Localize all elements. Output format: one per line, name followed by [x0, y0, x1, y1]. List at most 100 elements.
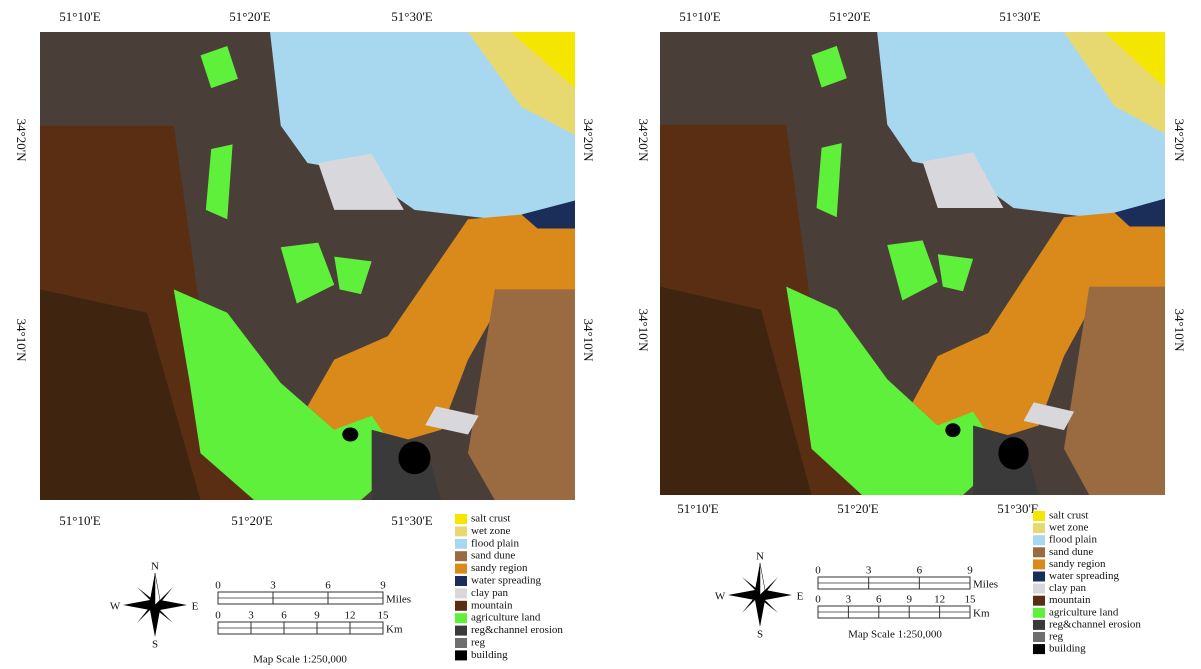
- legend-label: flood plain: [471, 537, 519, 549]
- legend-label: reg&channel erosion: [1049, 618, 1141, 630]
- legend-swatch: [1033, 607, 1045, 618]
- scale-tick-label: 6: [281, 610, 287, 622]
- legend-label: wet zone: [1049, 522, 1089, 534]
- legend-label: salt crust: [471, 513, 510, 525]
- scale-tick-label: 15: [965, 594, 977, 606]
- legend-swatch: [1033, 559, 1045, 570]
- legend-label: sand dune: [1049, 546, 1093, 558]
- scale-tick-label: 0: [215, 580, 221, 592]
- compass: N S W E: [110, 561, 199, 651]
- scale-tick-label: 6: [325, 580, 331, 592]
- legend-swatch: [455, 613, 467, 624]
- scale-tick-label: 9: [314, 610, 320, 622]
- legend-label: reg: [471, 637, 486, 649]
- scale-tick-label: 9: [967, 565, 973, 577]
- legend-label: flood plain: [1049, 534, 1097, 546]
- legend-swatch: [455, 551, 467, 562]
- legend-label: clay pan: [471, 587, 508, 599]
- latitude-label: 34°20'N: [14, 119, 29, 163]
- legend-label: agriculture land: [471, 612, 541, 624]
- legend-swatch: [455, 538, 467, 549]
- longitude-label: 51°10'E: [679, 9, 721, 24]
- compass-star: [154, 572, 161, 606]
- legend-label: mountain: [471, 599, 513, 611]
- compass-star: [759, 562, 766, 596]
- longitude-label: 51°20'E: [231, 513, 273, 528]
- legend-label: sand dune: [471, 550, 515, 562]
- legend-label: sandy region: [471, 562, 528, 574]
- longitude-label: 51°20'E: [837, 501, 879, 516]
- scale-tick-label: 0: [215, 610, 221, 622]
- scale-unit: Km: [386, 624, 403, 636]
- scale-unit: Km: [973, 608, 990, 620]
- compass-s: S: [152, 639, 158, 651]
- scale-tick-label: 9: [906, 594, 912, 606]
- scale-unit: Miles: [386, 594, 411, 606]
- compass-e: E: [192, 601, 199, 613]
- legend-swatch: [1033, 595, 1045, 606]
- scale-tick-label: 3: [270, 580, 276, 592]
- legend-label: sandy region: [1049, 558, 1106, 570]
- scale-tick-label: 15: [378, 610, 390, 622]
- latitude-label: 34°20'N: [1172, 119, 1187, 163]
- legend-swatch: [1033, 547, 1045, 558]
- compass-w: W: [110, 601, 121, 613]
- compass-e: E: [797, 591, 804, 603]
- legend-swatch: [455, 625, 467, 636]
- legend-swatch: [455, 526, 467, 537]
- map-image: [40, 32, 575, 500]
- latitude-label: 34°20'N: [636, 119, 651, 163]
- legend-label: agriculture land: [1049, 606, 1119, 618]
- legend-label: reg: [1049, 631, 1064, 643]
- scale-caption: Map Scale 1:250,000: [253, 654, 347, 666]
- legend-swatch: [1033, 644, 1045, 655]
- scale-tick-label: 3: [866, 565, 872, 577]
- longitude-label: 51°30'E: [391, 513, 433, 528]
- scale-tick-label: 6: [876, 594, 882, 606]
- compass-s: S: [757, 629, 763, 641]
- scale-tick-label: 3: [248, 610, 254, 622]
- legend-label: mountain: [1049, 594, 1091, 606]
- scale-tick-label: 12: [345, 610, 356, 622]
- legend-label: salt crust: [1049, 510, 1088, 522]
- legend-swatch: [455, 563, 467, 574]
- legend-swatch: [1033, 511, 1045, 521]
- longitude-label: 51°30'E: [997, 501, 1039, 516]
- compass-n: N: [151, 561, 159, 573]
- map-image: [660, 32, 1165, 495]
- longitude-label: 51°10'E: [59, 513, 101, 528]
- longitude-label: 51°30'E: [999, 9, 1041, 24]
- compass: N S W E: [715, 551, 804, 641]
- legend-label: building: [1049, 643, 1086, 655]
- legend-swatch: [1033, 583, 1045, 594]
- legend-swatch: [455, 576, 467, 586]
- legend-swatch: [455, 638, 467, 648]
- latitude-label: 34°10'N: [1172, 309, 1187, 353]
- longitude-label: 51°20'E: [829, 9, 871, 24]
- scale-tick-label: 0: [815, 565, 821, 577]
- legend-label: reg&channel erosion: [471, 624, 563, 636]
- longitude-label: 51°10'E: [677, 501, 719, 516]
- legend-swatch: [1033, 523, 1045, 534]
- legend-label: wet zone: [471, 525, 511, 537]
- latitude-label: 34°10'N: [14, 319, 29, 363]
- latitude-label: 34°20'N: [581, 119, 596, 163]
- legend-swatch: [455, 600, 467, 611]
- longitude-label: 51°10'E: [59, 9, 101, 24]
- scale-tick-label: 9: [380, 580, 386, 592]
- legend-label: water spreading: [471, 575, 541, 587]
- legend-swatch: [1033, 535, 1045, 546]
- legend-label: clay pan: [1049, 582, 1086, 594]
- scale-tick-label: 0: [815, 594, 821, 606]
- legend-swatch: [455, 514, 467, 524]
- scale-tick-label: 12: [934, 594, 945, 606]
- legend-swatch: [1033, 632, 1045, 642]
- scale-caption: Map Scale 1:250,000: [848, 629, 942, 641]
- legend-swatch: [455, 650, 467, 661]
- panels: 51°10'E 51°20'E 51°30'E 51°10'E 51°20'E 51°30…: [14, 9, 1187, 666]
- scale-tick-label: 3: [846, 594, 852, 606]
- latitude-label: 34°10'N: [636, 309, 651, 353]
- compass-w: W: [715, 591, 726, 603]
- latitude-label: 34°10'N: [581, 319, 596, 363]
